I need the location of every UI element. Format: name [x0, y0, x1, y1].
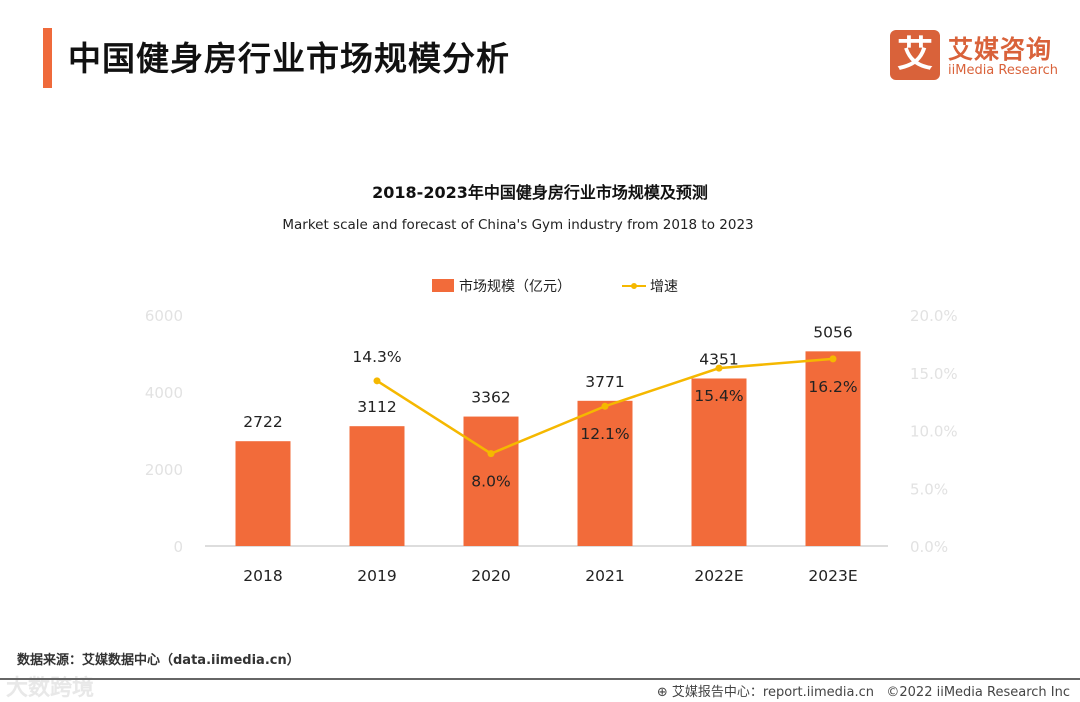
y2-tick-label: 20.0%: [910, 307, 958, 325]
x-tick-label: 2022E: [694, 567, 743, 585]
growth-label: 16.2%: [808, 378, 857, 396]
legend-bar-label: 市场规模（亿元）: [459, 278, 571, 295]
x-tick-label: 2021: [585, 567, 624, 585]
bar: [691, 378, 747, 546]
growth-point: [601, 402, 609, 410]
y2-tick-label: 0.0%: [910, 538, 948, 556]
bar-value-label: 3362: [471, 389, 510, 407]
legend-line-marker: [631, 283, 637, 289]
title-accent-bar: [43, 28, 52, 88]
x-tick-label: 2018: [243, 567, 282, 585]
logo-en: iiMedia Research: [948, 63, 1059, 78]
x-tick-label: 2023E: [808, 567, 857, 585]
bar-value-label: 4351: [699, 350, 738, 368]
globe-icon: ⊕: [656, 685, 668, 700]
growth-label: 12.1%: [580, 425, 629, 443]
copyright: ©2022 iiMedia Research Inc: [886, 685, 1070, 700]
x-tick-label: 2020: [471, 567, 510, 585]
report-link[interactable]: 艾媒报告中心：report.iimedia.cn: [671, 685, 874, 700]
chart-title: 2018-2023年中国健身房行业市场规模及预测: [372, 183, 708, 202]
data-source: 数据来源：艾媒数据中心（data.iimedia.cn）: [17, 653, 300, 668]
footer-divider: [0, 678, 1080, 680]
watermark: 大数跨境: [6, 676, 95, 701]
legend-bar-swatch: [432, 279, 454, 292]
bar: [235, 441, 291, 546]
chart: 2018-2023年中国健身房行业市场规模及预测 Market scale and…: [145, 183, 958, 585]
x-tick-label: 2019: [357, 567, 396, 585]
bar: [805, 351, 861, 546]
growth-label: 14.3%: [352, 348, 401, 366]
bar-value-label: 5056: [813, 323, 852, 341]
y-tick-label: 2000: [145, 461, 183, 479]
legend-line-label: 增速: [650, 279, 678, 295]
footer-text: ⊕ 艾媒报告中心：report.iimedia.cn ©2022 iiMedia…: [657, 681, 1070, 700]
growth-point: [715, 364, 723, 372]
chart-subtitle: Market scale and forecast of China's Gym…: [282, 217, 753, 233]
growth-point: [829, 355, 837, 363]
bar-value-label: 3112: [357, 398, 396, 416]
bar-value-label: 3771: [585, 373, 624, 391]
y2-tick-label: 5.0%: [910, 480, 948, 498]
y-tick-label: 4000: [145, 384, 183, 402]
page-title: 中国健身房行业市场规模分析: [68, 39, 510, 78]
growth-point: [373, 377, 381, 385]
bar-value-label: 2722: [243, 413, 282, 431]
y2-tick-label: 10.0%: [910, 423, 958, 441]
logo: 艾 艾媒咨询 iiMedia Research: [890, 30, 1070, 82]
growth-label: 15.4%: [694, 387, 743, 405]
logo-cn: 艾媒咨询: [948, 35, 1053, 64]
bar: [577, 400, 633, 546]
logo-mark: 艾: [890, 30, 940, 80]
y-tick-label: 0: [173, 538, 183, 556]
growth-point: [487, 450, 495, 458]
growth-label: 8.0%: [471, 473, 510, 491]
y2-tick-label: 15.0%: [910, 365, 958, 383]
bar: [349, 426, 405, 546]
bar: [463, 416, 519, 546]
y-tick-label: 6000: [145, 307, 183, 325]
